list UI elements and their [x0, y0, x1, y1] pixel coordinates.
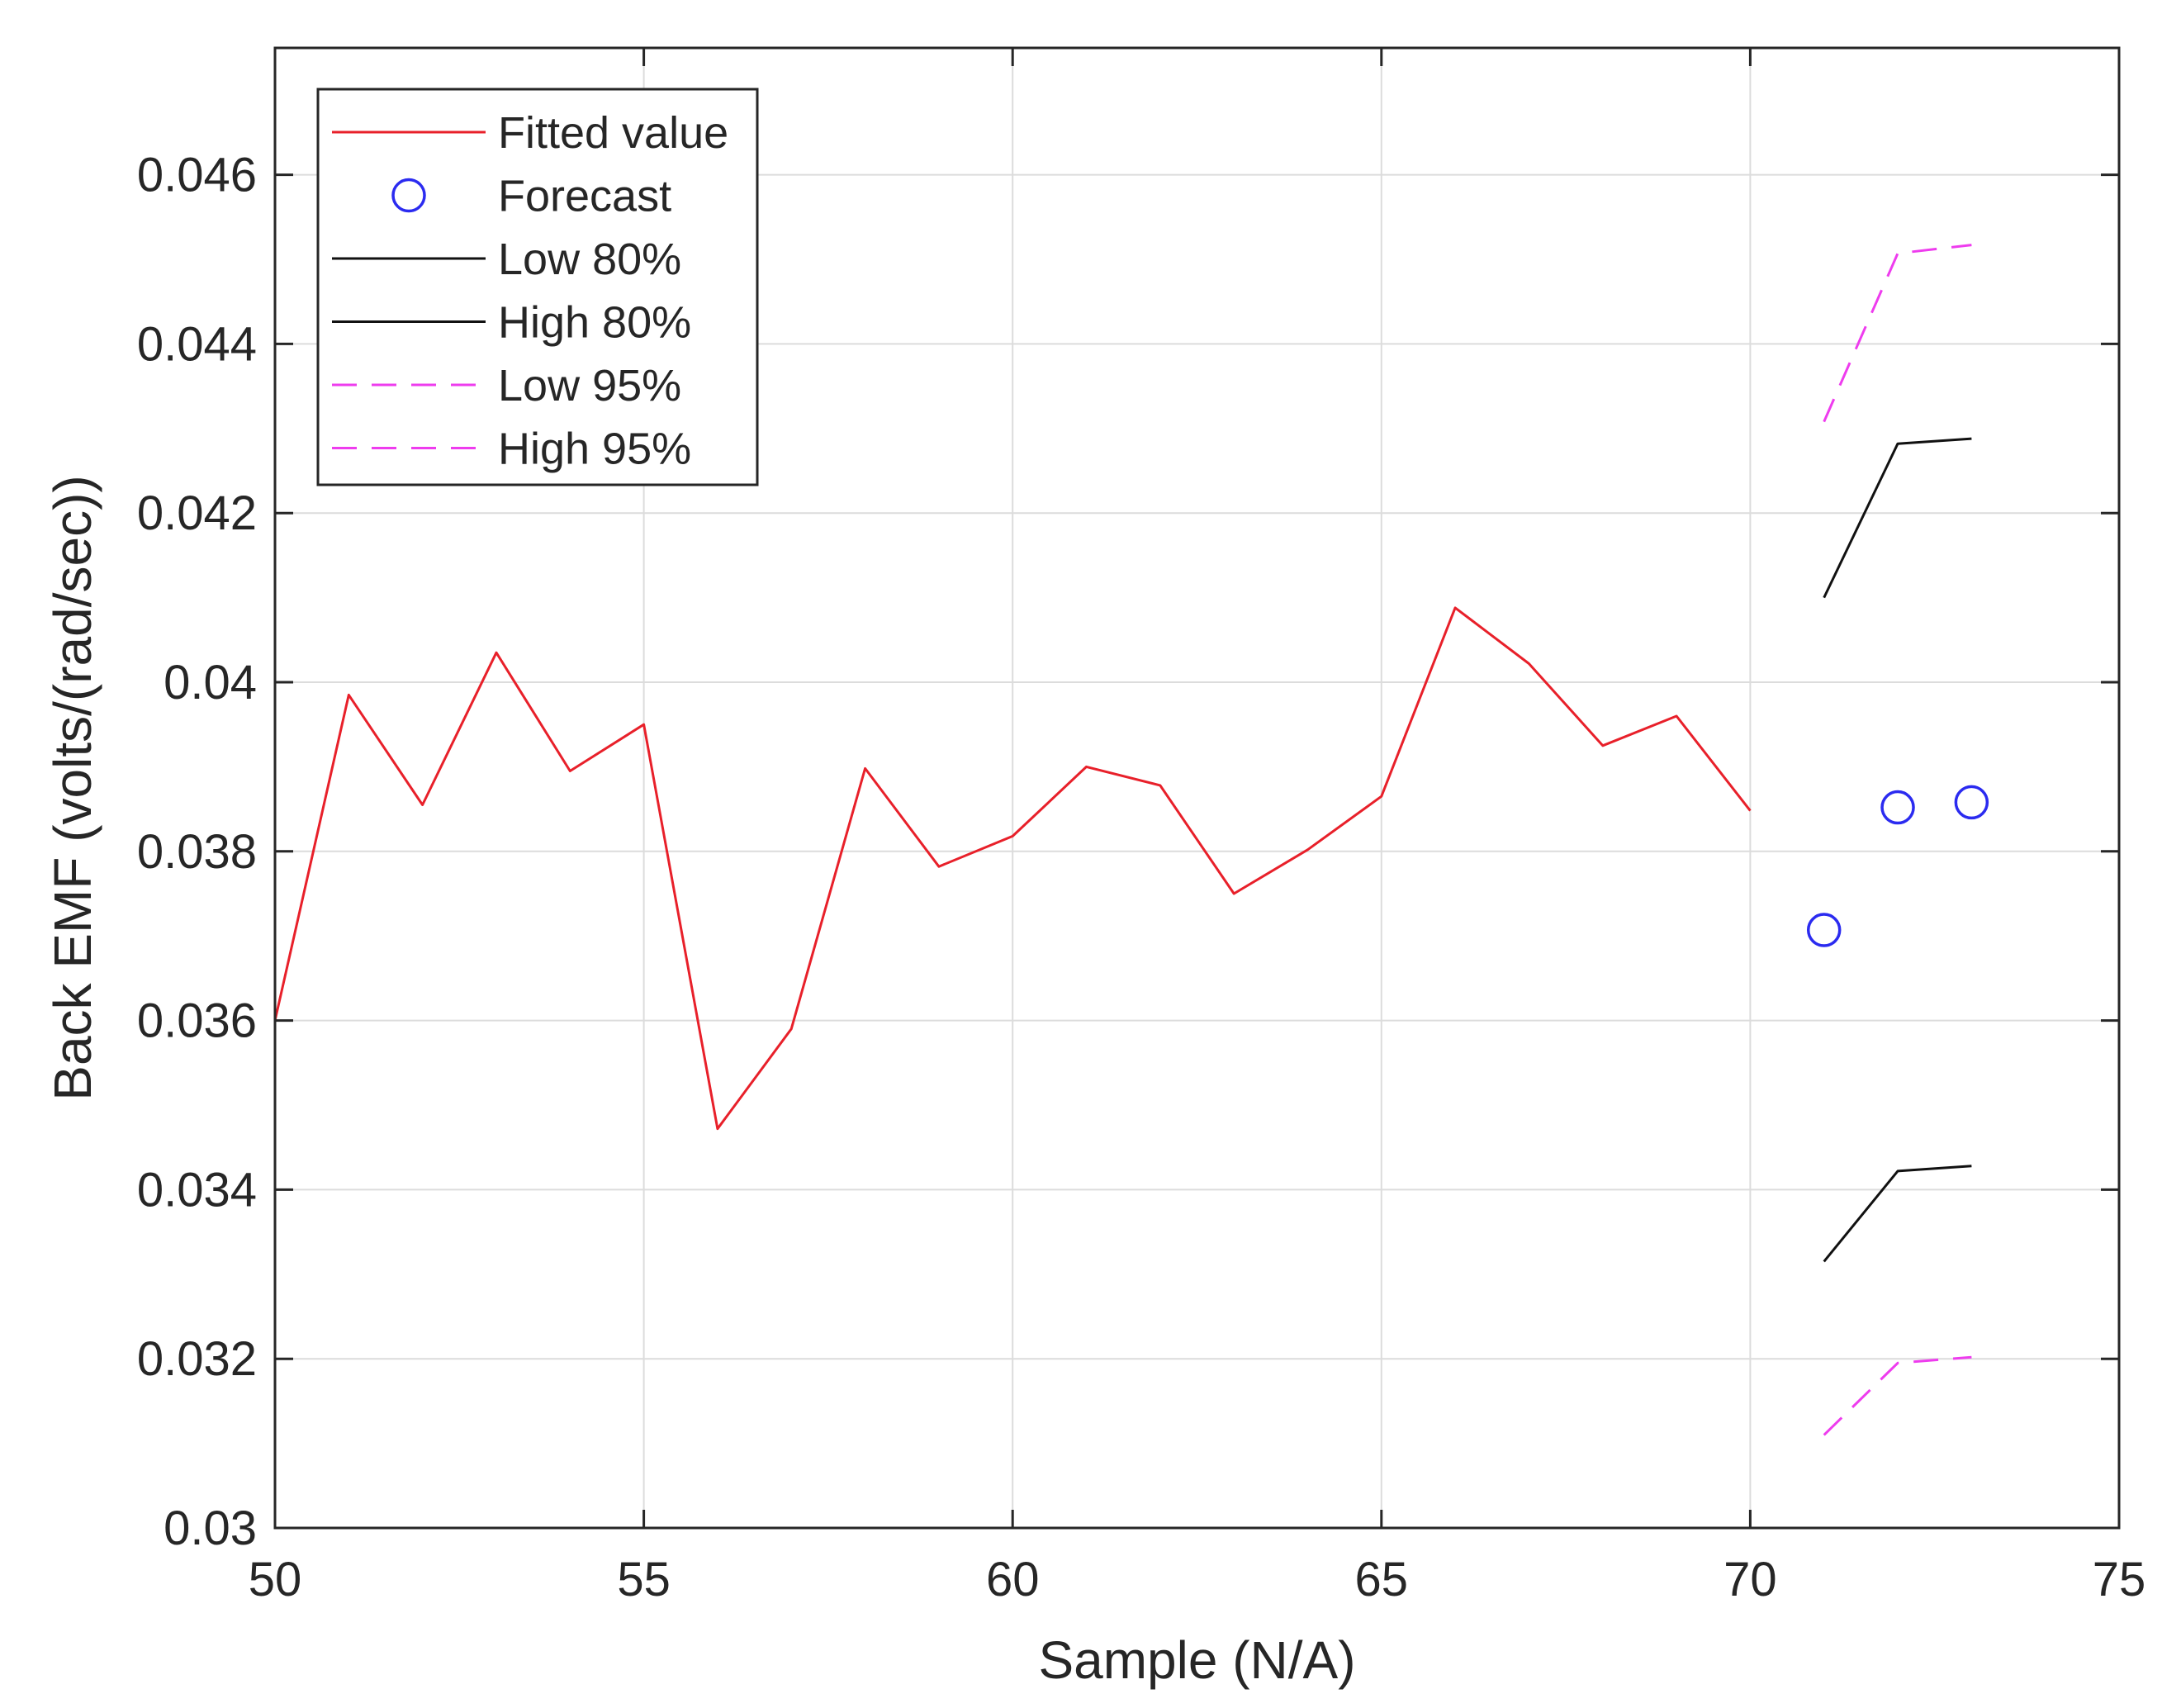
low-80-line: [1823, 1165, 1972, 1263]
series-layer: [273, 244, 1989, 1436]
legend-label-low-95: Low 95%: [498, 361, 681, 410]
high-80-line: [1823, 437, 1972, 599]
x-tick-label: 55: [617, 1553, 671, 1606]
fitted-value-line: [273, 606, 1752, 1131]
plot-frame: [273, 46, 2121, 1530]
legend-label-high-80: High 80%: [498, 298, 691, 348]
forecast-point: [1954, 785, 1989, 820]
y-tick-label: 0.046: [137, 149, 257, 202]
legend-label-high-95: High 95%: [498, 425, 691, 474]
x-tick-label: 50: [249, 1553, 302, 1606]
low-95-line: [1823, 1355, 1972, 1436]
y-axis-title: Back EMF (volts/(rad/sec)): [43, 475, 102, 1100]
x-tick-label: 70: [1723, 1553, 1777, 1606]
y-tick-label: 0.036: [137, 994, 257, 1048]
legend-symbol-forecast: [391, 178, 426, 213]
high-95-line: [1823, 244, 1972, 423]
y-tick-label: 0.044: [137, 317, 257, 371]
legend-label-low-80: Low 80%: [498, 235, 681, 284]
legend: Fitted value Forecast Low 80% High 80% Low 9…: [316, 88, 759, 486]
x-axis-title: Sample (N/A): [1038, 1630, 1355, 1690]
y-tick-label: 0.038: [137, 825, 257, 879]
y-tick-label: 0.032: [137, 1332, 257, 1386]
y-tick-label: 0.034: [137, 1163, 257, 1217]
y-tick-label: 0.042: [137, 486, 257, 540]
y-tick-label: 0.04: [164, 656, 257, 709]
forecast-point: [1806, 913, 1842, 947]
tick-labels: 50 55 60 65 70 75 0.03 0.032 0.034 0.036 0.038 0.04…: [137, 149, 2145, 1606]
forecast-point: [1880, 790, 1915, 825]
legend-label-fitted-value: Fitted value: [498, 108, 728, 158]
axis-ticks: [273, 48, 2121, 1530]
x-tick-label: 75: [2093, 1553, 2146, 1606]
x-tick-label: 65: [1355, 1553, 1409, 1606]
y-tick-label: 0.03: [164, 1502, 257, 1555]
legend-label-forecast: Forecast: [498, 172, 671, 221]
legend-box: [316, 88, 759, 486]
x-tick-label: 60: [986, 1553, 1040, 1606]
